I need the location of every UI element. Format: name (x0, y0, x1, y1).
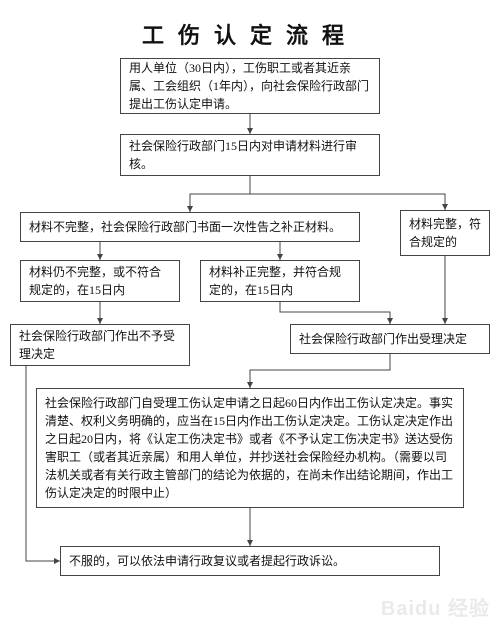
flow-node-n8: 社会保险行政部门作出受理决定 (290, 324, 490, 354)
flow-node-n4: 材料完整，符合规定的 (400, 210, 490, 256)
page-title: 工伤认定流程 (0, 18, 500, 50)
flow-node-n7: 社会保险行政部门作出不予受理决定 (10, 324, 190, 366)
flow-edge-n2-n4 (250, 176, 445, 210)
watermark: Baidu 经验 (381, 592, 490, 621)
flow-edge-n6-n8 (280, 302, 390, 324)
flow-edge-n8-n9 (250, 354, 390, 388)
flow-node-n1: 用人单位（30日内），工伤职工或者其近亲属、工会组织（1年内），向社会保险行政部… (120, 58, 380, 114)
flow-edge-n2-n3 (190, 176, 250, 212)
flow-node-n9: 社会保险行政部门自受理工伤认定申请之日起60日内作出工伤认定决定。事实清楚、权利… (36, 388, 464, 508)
flow-node-n3: 材料不完整，社会保险行政部门书面一次性告之补正材料。 (20, 212, 360, 242)
flow-node-n2: 社会保险行政部门15日内对申请材料进行审核。 (120, 134, 380, 176)
flow-node-n5: 材料仍不完整，或不符合规定的，在15日内 (20, 260, 180, 302)
flow-node-n6: 材料补正完整，并符合规定的，在15日内 (200, 260, 360, 302)
flow-node-n10: 不服的，可以依法申请行政复议或者提起行政诉讼。 (60, 546, 440, 576)
